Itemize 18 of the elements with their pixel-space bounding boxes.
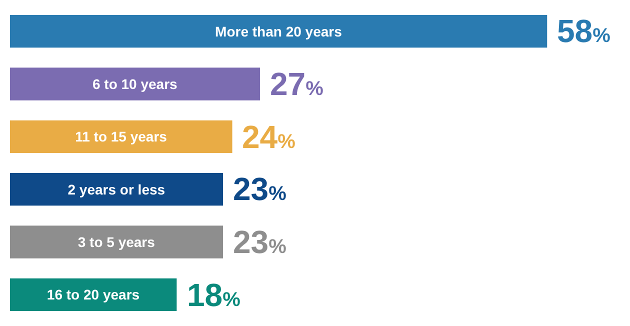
data-label: 18%	[187, 277, 241, 313]
bar	[10, 226, 223, 258]
data-label: 23%	[233, 171, 287, 207]
y-tick-label: 3 to 5 years	[78, 234, 156, 250]
data-label: 58%	[557, 13, 611, 49]
y-tick-label: 11 to 15 years	[75, 128, 168, 145]
y-tick-label: 2 years or less	[68, 181, 166, 198]
data-label: 27%	[270, 66, 324, 102]
y-tick-label: More than 20 years	[215, 23, 342, 40]
bar	[10, 68, 260, 100]
data-label: 24%	[242, 119, 296, 155]
bar	[10, 120, 232, 153]
y-tick-label: 6 to 10 years	[92, 76, 178, 92]
y-tick-label: 16 to 20 years	[46, 286, 140, 303]
data-label: 23%	[233, 224, 287, 260]
bar	[10, 15, 548, 48]
bar	[10, 278, 177, 311]
bar	[10, 173, 223, 206]
